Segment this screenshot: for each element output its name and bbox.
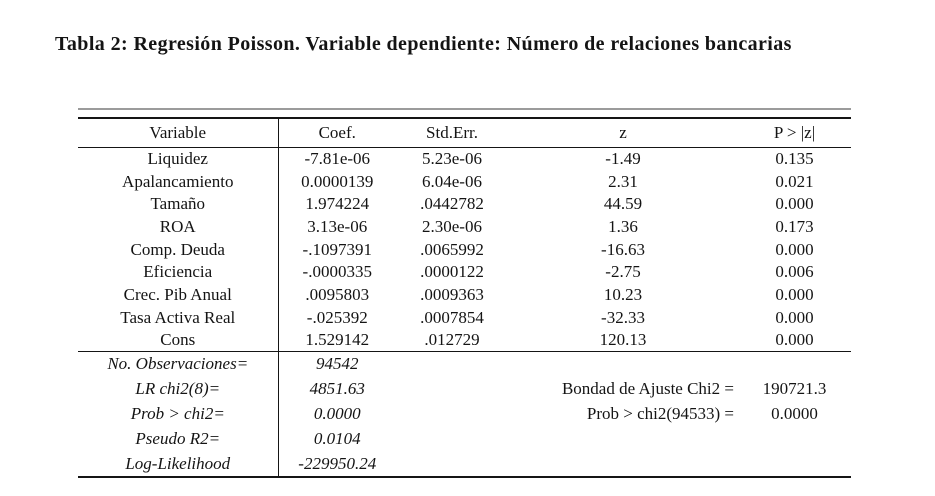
footer-right-label [396,427,738,452]
coef-cell: -7.81e-06 [304,149,371,169]
footer-right-value [738,352,851,377]
footer-right-label [396,452,738,477]
coef-cell: 1.529142 [305,330,370,350]
stderr-cell: 2.30e-06 [422,216,482,236]
stderr-cell: .0065992 [420,239,484,259]
table-row: Comp. Deuda -.1097391 .0065992 -16.63 0.… [78,238,851,261]
p-cell: 0.000 [775,307,814,327]
footer-stat-value: -229950.24 [298,453,377,473]
p-cell: 0.135 [775,149,814,169]
stderr-cell: .0000122 [420,262,484,282]
z-cell: -32.33 [601,307,645,327]
footer-stat-label: Prob > chi2= [78,401,279,427]
table-row: Tasa Activa Real -.025392 .0007854 -32.3… [78,306,851,329]
stderr-cell: 5.23e-06 [422,149,482,169]
table-row: Tamaño 1.974224 .0442782 44.59 0.000 [78,192,851,216]
footer-stat-value: 94542 [316,354,359,374]
stderr-cell: .0007854 [420,307,484,327]
regression-table: Variable Coef. Std.Err. z P > |z| Liquid… [78,116,851,478]
coef-cell: -.0000335 [302,262,372,282]
z-cell: -16.63 [601,239,645,259]
p-cell: 0.021 [775,171,814,191]
top-gray-rule [78,108,851,110]
col-header-coef: Coef. [318,122,356,142]
footer-stat-label: No. Observaciones= [78,351,279,377]
footer-stat-value: 4851.63 [309,379,365,399]
footer-stat-label: Log-Likelihood [78,451,279,477]
coef-cell: 3.13e-06 [307,216,368,236]
stderr-cell: .0442782 [420,194,484,214]
variable-cell: Cons [78,329,279,352]
col-header-stderr: Std.Err. [426,122,478,142]
variable-cell: Tamaño [78,192,279,216]
variable-cell: Tasa Activa Real [78,306,279,329]
footer-stat-label: Pseudo R2= [78,426,279,452]
z-cell: 1.36 [608,216,638,236]
z-cell: 2.31 [608,171,638,191]
table-row: Liquidez -7.81e-06 5.23e-06 -1.49 0.135 [78,147,851,171]
p-cell: 0.173 [775,216,814,236]
footer-row: Prob > chi2= 0.0000 Prob > chi2(94533) =… [78,401,851,427]
footer-row: Pseudo R2= 0.0104 [78,426,851,452]
footer-right-value: 0.0000 [771,404,818,424]
z-cell: -2.75 [605,262,641,282]
table-caption: Tabla 2: Regresión Poisson. Variable dep… [55,33,792,55]
variable-cell: Crec. Pib Anual [78,283,279,307]
p-cell: 0.006 [775,262,814,282]
footer-row: No. Observaciones= 94542 [78,351,851,377]
table-footer: No. Observaciones= 94542 LR chi2(8)= 485… [78,351,851,477]
variable-cell: ROA [78,215,279,239]
col-header-p: P > |z| [773,122,816,142]
header-row: Variable Coef. Std.Err. z P > |z| [78,117,851,148]
col-header-variable: Variable [78,117,279,148]
coef-cell: 0.0000139 [301,171,374,191]
table-row: Crec. Pib Anual .0095803 .0009363 10.23 … [78,283,851,307]
coef-cell: .0095803 [305,284,370,304]
col-header-z: z [619,122,627,142]
coef-cell: -.1097391 [302,239,372,259]
table-row: Apalancamiento 0.0000139 6.04e-06 2.31 0… [78,170,851,193]
z-cell: -1.49 [605,149,641,169]
p-cell: 0.000 [775,239,814,259]
p-cell: 0.000 [775,284,814,304]
stderr-cell: .0009363 [420,284,484,304]
stderr-cell: 6.04e-06 [422,171,482,191]
footer-right-value [738,452,851,477]
p-cell: 0.000 [775,194,814,214]
z-cell: 10.23 [603,284,643,304]
variable-cell: Comp. Deuda [78,238,279,261]
table-row: Cons 1.529142 .012729 120.13 0.000 [78,329,851,352]
footer-row: Log-Likelihood -229950.24 [78,451,851,477]
table-header: Variable Coef. Std.Err. z P > |z| [78,117,851,148]
variable-cell: Liquidez [78,147,279,171]
footer-right-value: 190721.3 [762,379,827,399]
coef-cell: 1.974224 [305,194,370,214]
variable-cell: Apalancamiento [78,170,279,193]
table-body: Liquidez -7.81e-06 5.23e-06 -1.49 0.135 … [78,147,851,352]
footer-right-label: Bondad de Ajuste Chi2 = [561,379,734,399]
stderr-cell: .012729 [424,330,480,350]
footer-right-value [738,427,851,452]
variable-cell: Eficiencia [78,260,279,284]
footer-stat-value: 0.0000 [313,404,361,424]
z-cell: 44.59 [603,194,643,214]
footer-right-label [396,352,738,377]
table-row: Eficiencia -.0000335 .0000122 -2.75 0.00… [78,260,851,284]
z-cell: 120.13 [599,330,647,350]
regression-table-wrapper: Variable Coef. Std.Err. z P > |z| Liquid… [78,108,851,478]
coef-cell: -.025392 [306,307,368,327]
p-cell: 0.000 [775,330,814,350]
table-row: ROA 3.13e-06 2.30e-06 1.36 0.173 [78,215,851,239]
footer-stat-value: 0.0104 [313,429,361,449]
footer-right-label: Prob > chi2(94533) = [586,404,734,424]
footer-stat-label: LR chi2(8)= [78,376,279,402]
footer-row: LR chi2(8)= 4851.63 Bondad de Ajuste Chi… [78,376,851,402]
